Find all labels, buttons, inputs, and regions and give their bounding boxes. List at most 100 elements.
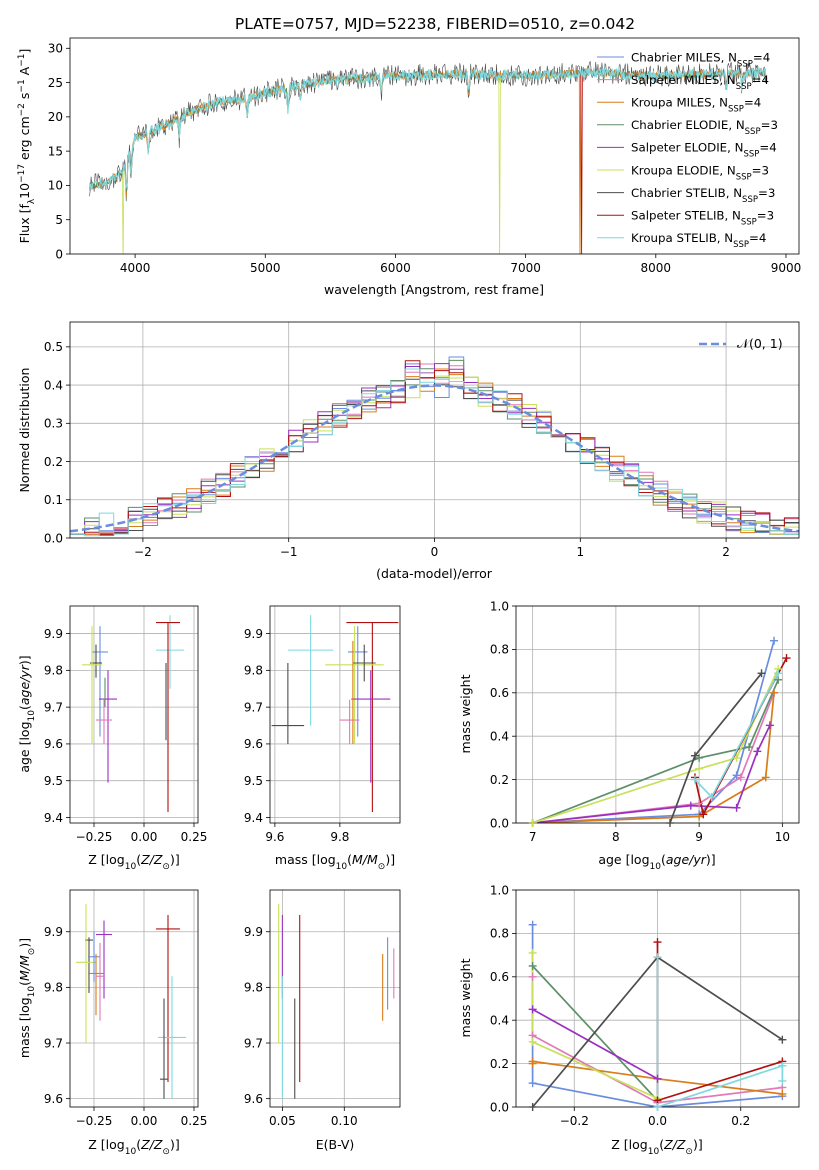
x-axis-label-sub: 10 (650, 862, 662, 872)
x-axis-label: age [log10(age/yr)] (598, 852, 715, 872)
series-marker (695, 812, 704, 821)
series-marker (745, 743, 754, 752)
legend-label-text: Chabrier MILES, N (631, 50, 737, 64)
legend-label: Salpeter MILES, NSSP=4 (631, 73, 769, 92)
data-point-errorbar (351, 670, 391, 783)
series-marker (774, 669, 783, 678)
legend-label-text: Chabrier STELIB, N (631, 186, 742, 200)
x-axis-label: (data-model)/error (376, 566, 493, 581)
y-tick-label: 0.2 (44, 455, 63, 469)
legend-entry: Salpeter STELIB, NSSP=3 (597, 209, 774, 228)
y-axis-label-sub: λ (27, 198, 37, 204)
series-marker (778, 1089, 787, 1098)
plot-area-mass_vs_Z (76, 903, 186, 1099)
series-marker (778, 1061, 787, 1070)
legend-entry: Chabrier STELIB, NSSP=3 (597, 186, 775, 205)
series-marker (665, 819, 674, 827)
y-axis-label-part: A (17, 66, 32, 79)
series-marker (778, 1035, 787, 1044)
y-tick-label: 0.4 (490, 730, 509, 744)
series-marker (753, 747, 762, 756)
x-axis-label: wavelength [Angstrom, rest frame] (324, 282, 544, 297)
legend-entry: Chabrier MILES, NSSP=4 (597, 50, 770, 69)
x-tick-label: 8000 (641, 261, 672, 275)
data-point-errorbar (160, 998, 168, 1099)
legend-label-sub: SSP (736, 82, 752, 92)
plot-area-age_vs_mass (271, 615, 399, 812)
x-tick-label: 0.25 (181, 830, 208, 844)
y-axis-label-close: )] (17, 938, 32, 948)
y-tick-label: 0.4 (44, 378, 63, 392)
series-marker (778, 1076, 787, 1085)
page-title: PLATE=0757, MJD=52238, FIBERID=0510, z=0… (235, 15, 635, 33)
x-axis-label-close: )] (706, 852, 716, 867)
x-tick-label: 4000 (120, 261, 151, 275)
series-marker (528, 920, 537, 929)
legend-label-text: Kroupa MILES, N (631, 96, 728, 110)
data-point-errorbar (82, 626, 102, 744)
x-axis-label-paren: ( (136, 1137, 141, 1152)
y-tick-label: 0 (55, 247, 63, 261)
axes-frame (69, 37, 800, 255)
legend-label-text: Kroupa STELIB, N (631, 231, 733, 245)
data-point-errorbar (96, 920, 112, 999)
y-axis-label-sup: −1 (17, 54, 27, 67)
y-axis-label-part: erg cm (17, 116, 32, 164)
y-axis-label: Normed distribution (17, 368, 32, 493)
x-tick-label: −0.25 (76, 830, 113, 844)
x-axis-label-paren: ( (661, 852, 666, 867)
legend-entry: Salpeter ELODIE, NSSP=4 (597, 141, 777, 160)
series-marker (686, 801, 695, 810)
series-marker (653, 953, 662, 962)
axes-frame (269, 889, 401, 1108)
x-axis-label-text: Z [log (88, 1137, 124, 1152)
data-point-errorbar (88, 931, 100, 982)
series-marker (770, 688, 779, 697)
y-axis-label-paren: ( (17, 705, 32, 710)
x-axis-label-text: mass [log (275, 852, 336, 867)
series-marker (707, 792, 716, 801)
x-tick-label: 7 (529, 830, 537, 844)
legend-label-tail: =3 (757, 209, 774, 223)
axes-frame (69, 321, 800, 539)
y-tick-label: 9.6 (244, 737, 263, 751)
legend-entry: Salpeter MILES, NSSP=4 (597, 73, 769, 92)
y-tick-label: 9.6 (44, 1092, 63, 1106)
x-tick-label: 5000 (250, 261, 281, 275)
y-axis-label: age [log10(age/yr)] (17, 655, 37, 772)
y-tick-label: 0.0 (44, 531, 63, 545)
axes-spectrum: 4000 5000 6000 7000 8000 9000 0 5 10 15 20 25 30 wave… (17, 37, 801, 297)
y-tick-label: 0.0 (490, 816, 509, 830)
y-tick-label: 25 (48, 76, 63, 90)
legend-label: Chabrier STELIB, NSSP=3 (631, 186, 775, 205)
data-point-errorbar (346, 622, 399, 812)
legend-label-tail: =4 (752, 73, 769, 87)
legend-label-tail: =3 (761, 118, 778, 132)
x-tick-label: −0.2 (560, 1114, 589, 1128)
y-tick-label: 0.6 (490, 686, 509, 700)
series-marker (653, 938, 662, 947)
x-axis-label-qty: Z/Z (140, 852, 163, 867)
legend-label-tail: =4 (759, 141, 776, 155)
legend-label-sub: SSP (743, 150, 759, 160)
legend-label: Salpeter STELIB, NSSP=3 (631, 209, 774, 228)
mass-weight-series (532, 692, 775, 823)
data-point-errorbar (96, 942, 104, 1021)
axes-age_vs_Z: −0.25 0.00 0.259.49.59.69.79.89.9Z [log10(… (17, 605, 208, 872)
series-marker (770, 636, 779, 645)
y-tick-label: 9.8 (244, 664, 263, 678)
axes-mass_vs_ebv: 0.05 0.10 9.6 9.7 9.8 9.9 E(B-V) (244, 889, 401, 1152)
legend-label-sub: SSP (737, 59, 753, 69)
series-marker (757, 669, 766, 678)
y-tick-label: 0.3 (44, 417, 63, 431)
y-axis-label-qty: age/yr (17, 664, 32, 705)
series-marker (732, 771, 741, 780)
x-axis-label-text: age [log (598, 852, 649, 867)
series-marker (699, 810, 708, 819)
plot-area-residuals (70, 356, 799, 537)
x-tick-label: 0.05 (269, 1114, 296, 1128)
x-tick-label: −1 (280, 545, 298, 559)
y-axis-label: mass weight (458, 958, 473, 1037)
y-tick-label: 9.9 (244, 627, 263, 641)
mass-weight-series (656, 942, 783, 1102)
